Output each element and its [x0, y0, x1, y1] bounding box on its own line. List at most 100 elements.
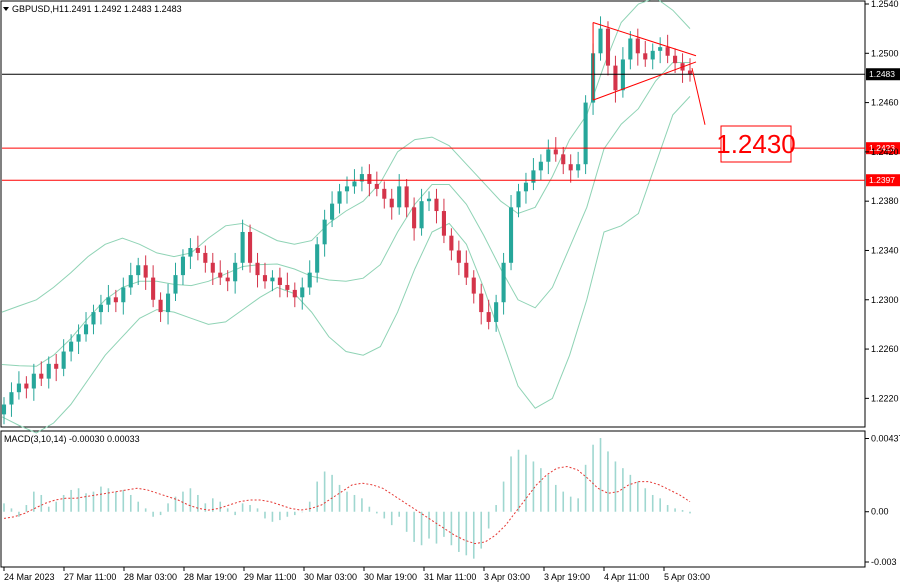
price-panel — [0, 0, 866, 428]
macd-bar — [107, 488, 110, 512]
candle-body — [210, 262, 215, 273]
candle-body — [121, 287, 126, 303]
macd-bar — [167, 503, 169, 512]
macd-bar — [85, 493, 87, 512]
triangle-upper-line — [592, 22, 697, 57]
candle-body — [151, 277, 156, 300]
macd-bar — [18, 511, 20, 517]
candle-body — [412, 207, 417, 229]
macd-bar — [368, 506, 371, 512]
target-label: 1.2430 — [716, 129, 796, 159]
macd-bar — [264, 511, 266, 519]
macd-bar — [607, 451, 609, 512]
time-tick-label: 28 Mar 19:00 — [184, 572, 237, 582]
macd-bar — [137, 501, 140, 512]
macd-bar — [294, 511, 296, 516]
macd-bar — [428, 511, 430, 539]
time-tick-label: 3 Apr 03:00 — [484, 572, 530, 582]
macd-bar — [100, 486, 102, 512]
macd-tick-label: 0.00437 — [871, 434, 900, 444]
macd-bar — [637, 481, 639, 512]
macd-bar — [510, 456, 512, 512]
price-axis: 1.2540 1.2500 1.2460 1.2420 1.2380 1.2340 1.23… — [865, 0, 899, 403]
candle-body — [516, 191, 521, 208]
candle-body — [568, 164, 573, 171]
macd-bar — [115, 491, 117, 512]
candle-body — [426, 198, 432, 202]
candle-body — [106, 297, 111, 305]
candle-body — [98, 304, 103, 313]
candle-body — [165, 293, 171, 313]
candle-body — [315, 244, 320, 273]
time-tick-label: 31 Mar 11:00 — [424, 572, 476, 582]
horizontal-levels: 1.2483 1.2423 1.2397 — [2, 68, 900, 187]
price-tick-label: 1.2340 — [871, 245, 899, 255]
candle-body — [16, 383, 21, 393]
macd-bar — [92, 491, 95, 512]
candle-body — [658, 47, 663, 51]
time-tick-label: 30 Mar 19:00 — [364, 572, 417, 582]
price-tag — [866, 68, 900, 81]
candle-body — [635, 38, 640, 54]
price-tag-label: 1.2483 — [869, 69, 895, 79]
macd-histogram — [3, 438, 691, 559]
macd-bar — [666, 505, 669, 512]
candle-body — [24, 383, 29, 389]
macd-bar — [234, 511, 236, 516]
price-tick-label: 1.2420 — [871, 147, 899, 157]
macd-bar — [599, 438, 602, 512]
macd-bar — [219, 501, 222, 512]
macd-bar — [249, 505, 251, 512]
candle-body — [359, 174, 364, 182]
macd-bar — [495, 505, 497, 512]
macd-bar — [241, 503, 244, 512]
candle-body — [456, 250, 461, 263]
candle-body — [113, 297, 118, 303]
macd-bar — [547, 474, 550, 512]
candle-body — [605, 28, 611, 66]
candle-body — [598, 28, 603, 54]
candle-body — [352, 181, 357, 187]
macd-bar — [204, 503, 207, 512]
macd-title: MACD(3,10,14) -0.00030 0.00033 — [4, 434, 140, 444]
candle-body — [464, 262, 469, 278]
macd-bar — [435, 511, 438, 544]
macd-bar — [55, 501, 57, 512]
macd-bar — [540, 468, 542, 512]
candle-body — [9, 392, 14, 405]
target-box — [720, 125, 792, 163]
candle-body — [538, 161, 543, 171]
macd-bar — [651, 494, 654, 512]
candle-body — [270, 277, 275, 282]
time-tick-label: 5 Apr 03:00 — [664, 572, 710, 582]
candle-body — [397, 186, 402, 208]
candle-body — [31, 373, 36, 389]
candle-body — [173, 275, 178, 294]
dropdown-triangle-icon[interactable] — [3, 7, 9, 11]
candle-body — [367, 174, 372, 184]
macd-bar — [279, 511, 281, 521]
time-tick-label: 24 Mar 2023 — [4, 572, 55, 582]
price-tick-label: 1.2220 — [871, 393, 899, 403]
candle-body — [583, 102, 588, 165]
middle-bollinger-band — [1, 62, 690, 367]
candle-body — [561, 154, 566, 165]
candle-body — [277, 277, 282, 285]
price-tag-label: 1.2423 — [869, 143, 895, 153]
bollinger-bands — [1, 0, 691, 434]
macd-bar — [271, 511, 274, 522]
macd-bar — [458, 511, 460, 552]
macd-bar — [629, 474, 632, 512]
price-tick-label: 1.2300 — [871, 295, 899, 305]
macd-bar — [3, 503, 5, 512]
upper-bollinger-band — [1, 0, 691, 313]
macd-bar — [226, 508, 229, 512]
macd-bar — [197, 494, 199, 512]
candle-body — [76, 334, 81, 342]
macd-tick-label: -0.003 — [871, 557, 897, 567]
candle-body — [486, 312, 491, 322]
candle-body — [441, 211, 446, 236]
macd-bar — [33, 491, 35, 512]
macd-bar — [182, 491, 184, 512]
